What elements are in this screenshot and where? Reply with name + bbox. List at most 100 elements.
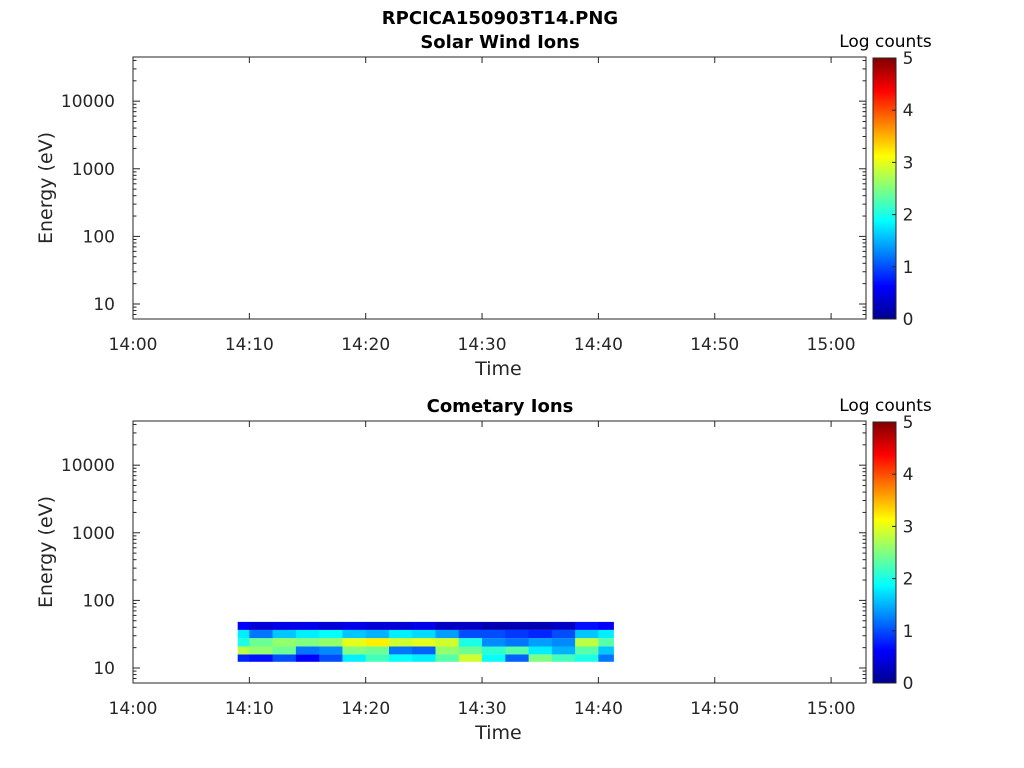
heatmap-cell [435,646,460,655]
heatmap-cell [319,629,343,639]
heatmap-cell [342,654,367,662]
x-tick-label: 14:20 [341,699,390,719]
heatmap-cell [598,629,614,639]
heatmap-cell [412,646,436,655]
colorbar-tick-label: 2 [903,206,914,226]
heatmap-cell [482,629,506,639]
heatmap-cell [249,646,273,655]
heatmap-cell [551,638,576,647]
heatmap-cell [505,621,529,630]
heatmap-cell [272,646,297,655]
heatmap-cell [249,638,273,647]
heatmap-cell [598,638,614,647]
y-axis-label: Energy (eV) [35,496,57,608]
heatmap-cell [319,621,343,630]
heatmap-cell [575,629,599,639]
heatmap-cell [435,629,460,639]
y-tick-label: 100 [83,227,115,247]
heatmap-cell [528,629,553,639]
x-tick-label: 15:00 [807,699,856,719]
heatmap-cell [237,646,250,655]
heatmap-cell [389,638,413,647]
y-tick-label: 100 [83,591,115,611]
x-tick-label: 14:50 [690,699,739,719]
heatmap-cell [272,638,297,647]
heatmap-cell [575,638,599,647]
heatmap-cell [237,621,250,630]
colorbar-label: Log counts [839,32,932,52]
x-tick-label: 14:10 [225,335,274,355]
y-tick-label: 10000 [61,92,115,112]
heatmap-cell [342,646,367,655]
y-axis-label: Energy (eV) [35,132,57,244]
heatmap-cell [249,629,273,639]
heatmap-cell [319,654,343,662]
colorbar-tick-label: 5 [903,49,914,69]
heatmap-cell [365,621,390,630]
heatmap-cell [272,654,297,662]
heatmap-cell [237,638,250,647]
colorbar-tick-label: 3 [903,517,914,537]
heatmap-cell [435,621,460,630]
heatmap-cell [528,638,553,647]
heatmap-cell [505,646,529,655]
heatmap-cell [575,621,599,630]
x-tick-label: 14:30 [458,699,507,719]
heatmap-cell [412,629,436,639]
heatmap-cell [319,646,343,655]
heatmap-cell [389,646,413,655]
colorbar-tick-label: 4 [903,465,914,485]
heatmap-cell [365,638,390,647]
heatmap-cell [412,621,436,630]
solar-wind-ions-panel: Solar Wind Ions 14:00 14:10 14:20 14:30 14:40… [35,32,932,380]
heatmap-cell [528,646,553,655]
heatmap-cell [551,654,576,662]
colorbar-tick-label: 4 [903,101,914,121]
x-tick-label: 14:40 [574,335,623,355]
x-axis-label: Time [474,722,522,744]
colorbar [872,57,897,320]
heatmap-cell [458,654,483,662]
heatmap-cell [528,621,553,630]
heatmap-cell [575,654,599,662]
heatmap-cell [342,629,367,639]
heatmap-cell [482,638,506,647]
heatmap-cell [272,629,297,639]
heatmap-cell [412,638,436,647]
heatmap-cell [551,646,576,655]
heatmap-cell [505,638,529,647]
colorbar-tick-label: 2 [903,570,914,590]
x-tick-label: 14:40 [574,699,623,719]
heatmap-cell [295,638,320,647]
plot-frame [132,56,867,320]
x-tick-label: 14:00 [109,335,158,355]
heatmap-cell [237,629,250,639]
x-tick-label: 15:00 [807,335,856,355]
panel-title: Solar Wind Ions [420,32,579,53]
heatmap-cell [435,638,460,647]
colorbar-tick-label: 0 [903,310,914,330]
x-tick-label: 14:10 [225,699,274,719]
figure-title: RPCICA150903T14.PNG [382,8,618,29]
heatmap-cell [295,654,320,662]
heatmap-cell [505,629,529,639]
heatmap-cell [389,629,413,639]
colorbar-tick-label: 0 [903,674,914,694]
heatmap-cell [458,638,483,647]
heatmap-cell [249,621,273,630]
heatmap-cell [412,654,436,662]
heatmap-cell [319,638,343,647]
heatmap-cell [505,654,529,662]
heatmap-cell [342,638,367,647]
heatmap-cell [528,654,553,662]
heatmap-cell [295,621,320,630]
colorbar-tick-label: 1 [903,258,914,278]
heatmap-cell [365,646,390,655]
heatmap-cell [365,629,390,639]
x-tick-label: 14:50 [690,335,739,355]
colorbar [872,421,897,684]
colorbar-tick-label: 5 [903,413,914,433]
heatmap-cell [551,621,576,630]
x-tick-label: 14:20 [341,335,390,355]
